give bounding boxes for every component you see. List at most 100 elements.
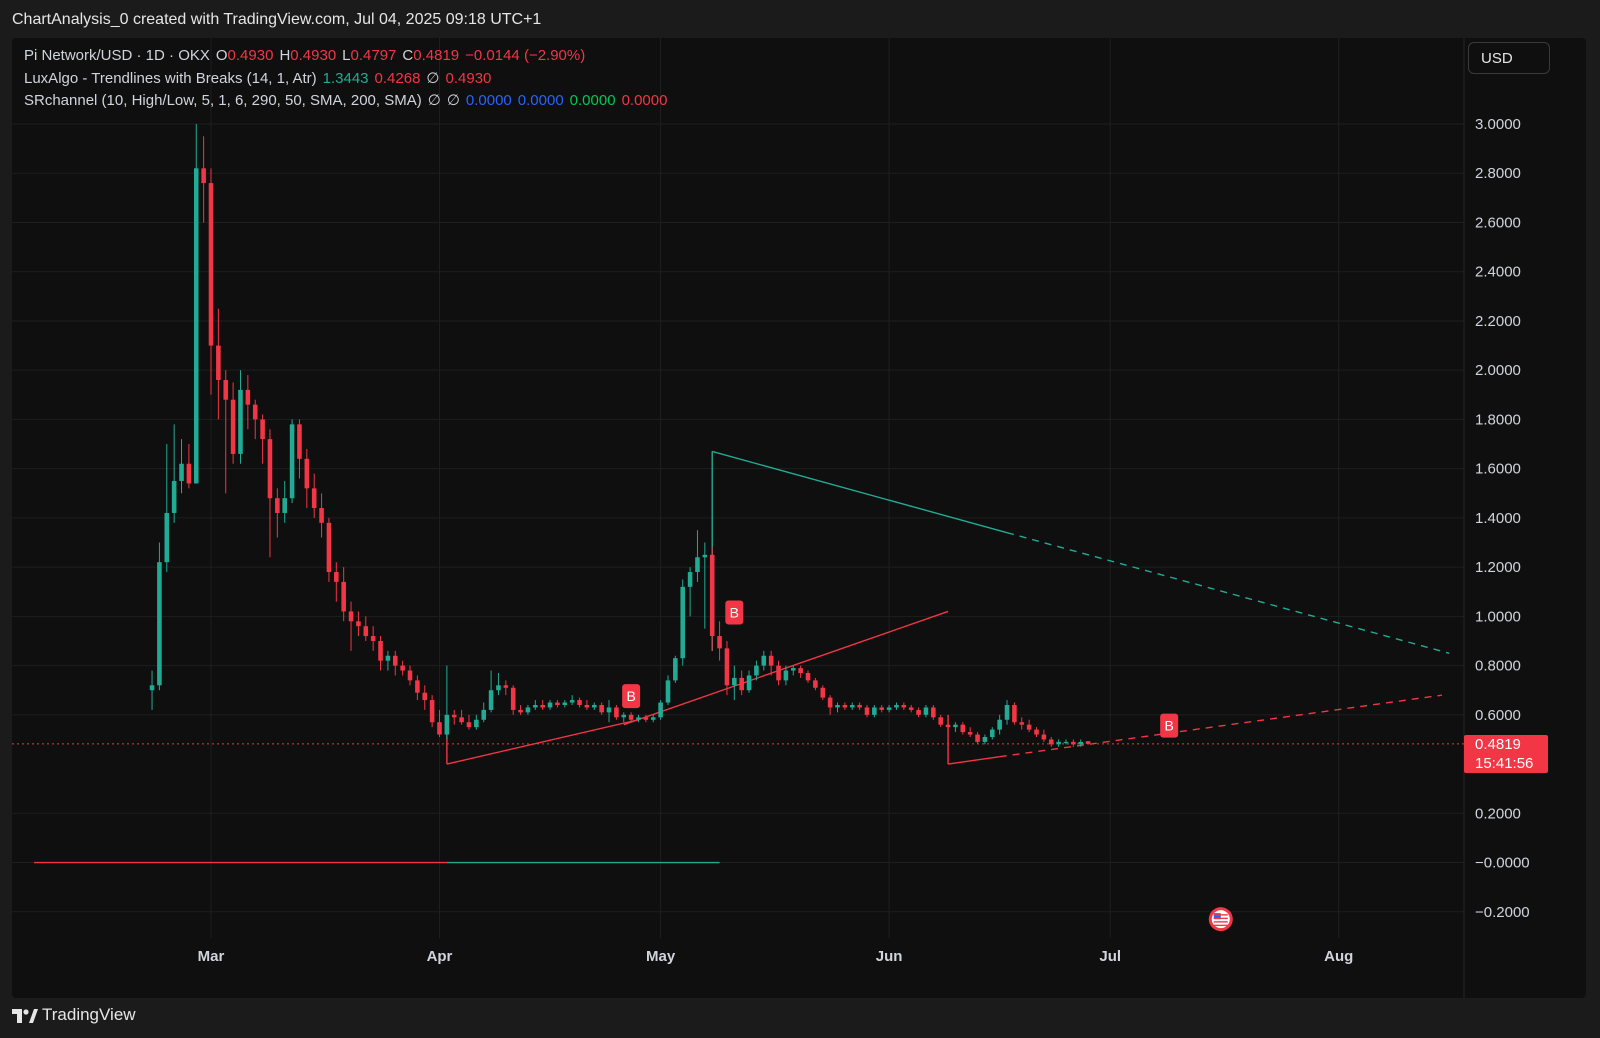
candle-body xyxy=(488,690,494,710)
candle-body xyxy=(392,655,398,666)
legend-open: 0.4930 xyxy=(227,47,274,64)
candle-body xyxy=(363,626,369,637)
candle-body xyxy=(400,665,405,671)
candle-body xyxy=(451,714,457,718)
break-label-badge xyxy=(1160,713,1179,738)
candle-body xyxy=(1019,722,1025,725)
candle-body xyxy=(835,704,840,708)
currency-button[interactable]: USD xyxy=(1468,42,1550,74)
candle-body xyxy=(783,670,789,681)
candle-body xyxy=(149,685,155,691)
legend-high: 0.4930 xyxy=(290,47,337,64)
legend-srchannel-indicator[interactable]: SRchannel (10, High/Low, 5, 1, 6, 290, 5… xyxy=(24,91,673,109)
candle-body xyxy=(886,707,892,710)
legend-symbol[interactable]: Pi Network/USD · 1D · OKX xyxy=(24,47,210,64)
candle-body xyxy=(547,702,553,708)
indicator-name-srchannel[interactable]: SRchannel (10, High/Low, 5, 1, 6, 290, 5… xyxy=(24,92,422,109)
candle-body xyxy=(157,562,162,686)
candle-body xyxy=(533,704,538,708)
candle-body xyxy=(901,704,907,708)
candle-body xyxy=(820,687,826,698)
us-flag-icon xyxy=(1213,913,1221,920)
trendline xyxy=(999,694,1442,758)
x-axis-tick-label: Aug xyxy=(1324,948,1353,965)
candle-body xyxy=(717,636,722,649)
candle-body xyxy=(916,709,921,715)
candle-body xyxy=(518,709,523,713)
candle-body xyxy=(702,554,708,558)
candle-body xyxy=(754,665,759,676)
candle-body xyxy=(577,700,582,705)
candle-body xyxy=(599,704,604,713)
candle-body xyxy=(813,680,818,688)
chart-header-title: ChartAnalysis_0 created with TradingView… xyxy=(12,11,542,28)
candle-body xyxy=(297,424,302,459)
legend-low: 0.4797 xyxy=(350,47,397,64)
y-axis-tick-label: 2.2000 xyxy=(1475,313,1521,330)
indicator-name-luxalgo[interactable]: LuxAlgo - Trendlines with Breaks (14, 1,… xyxy=(24,70,317,87)
candle-body xyxy=(1063,741,1069,744)
candle-body xyxy=(1085,741,1091,744)
candle-body xyxy=(356,621,361,627)
footer-brand: TradingView xyxy=(42,1005,136,1024)
candle-body xyxy=(798,668,803,673)
candle-body xyxy=(591,704,597,708)
price-chart[interactable]: 3.0000 2.8000 2.6000 2.4000 2.2000 2.0000 1.80… xyxy=(12,38,1586,998)
candle-body xyxy=(665,680,671,703)
candle-body xyxy=(267,439,273,499)
candle-body xyxy=(245,389,251,405)
y-axis-tick-label: 1.4000 xyxy=(1475,510,1521,527)
candle-body xyxy=(894,704,899,708)
trendline xyxy=(712,450,1008,534)
candle-body xyxy=(171,480,177,513)
legend-o-label: O xyxy=(215,47,228,64)
chart-frame[interactable]: 3.0000 2.8000 2.6000 2.4000 2.2000 2.0000 1.80… xyxy=(12,38,1586,998)
candle-body xyxy=(761,655,767,666)
candle-body xyxy=(260,419,265,440)
candle-body xyxy=(370,636,376,641)
trendline xyxy=(1006,531,1450,654)
candle-body xyxy=(348,611,354,622)
y-axis-tick-label: 0.8000 xyxy=(1475,658,1521,675)
empty-set-icon: ∅ xyxy=(446,92,460,109)
candle-body xyxy=(732,677,737,686)
candle-body xyxy=(967,732,973,735)
candle-body xyxy=(673,658,678,681)
candle-body xyxy=(540,704,545,708)
us-flag-icon xyxy=(1213,921,1228,923)
legend-trendlines-indicator[interactable]: LuxAlgo - Trendlines with Breaks (14, 1,… xyxy=(24,69,497,87)
sr-value-1: 0.0000 xyxy=(465,92,512,109)
break-label-text: B xyxy=(626,688,635,704)
us-flag-icon xyxy=(1213,924,1228,927)
candle-body xyxy=(459,717,464,723)
candle-body xyxy=(481,709,487,720)
candle-body xyxy=(525,707,531,713)
candle-body xyxy=(503,685,509,688)
candle-body xyxy=(709,554,715,637)
legend-change: −0.0144 (−2.90%) xyxy=(465,47,586,64)
candle-body xyxy=(466,722,472,728)
candle-body xyxy=(1004,704,1010,720)
candle-body xyxy=(334,572,339,582)
x-axis-tick-label: Apr xyxy=(427,948,453,965)
y-axis-tick-label: 3.0000 xyxy=(1475,116,1521,133)
candle-body xyxy=(385,655,391,661)
candle-body xyxy=(562,702,568,705)
candle-body xyxy=(1056,741,1061,745)
y-axis-tick-label: 1.0000 xyxy=(1475,608,1521,625)
candle-body xyxy=(768,655,774,666)
candle-body xyxy=(879,707,885,710)
legend-close: 0.4819 xyxy=(413,47,460,64)
candle-body xyxy=(186,463,192,484)
candle-body xyxy=(997,719,1002,730)
candle-body xyxy=(849,704,855,708)
trendline xyxy=(446,719,639,765)
candle-body xyxy=(319,508,324,523)
candle-body xyxy=(790,668,796,671)
last-price-tag: 0.4819 15:41:56 xyxy=(1464,735,1548,773)
trendline xyxy=(947,755,1000,765)
y-axis-tick-label: −0.0000 xyxy=(1475,855,1530,872)
candle-body xyxy=(289,424,295,499)
candle-body xyxy=(252,404,258,420)
candle-body xyxy=(216,345,221,381)
